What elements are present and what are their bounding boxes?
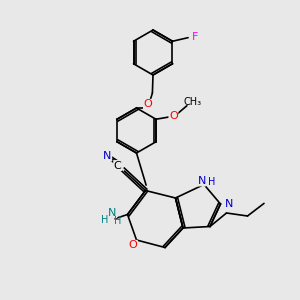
Text: C: C [114,160,122,171]
Text: H: H [101,214,108,225]
Text: O: O [143,99,152,110]
Text: CH₃: CH₃ [183,97,201,107]
Text: O: O [128,240,137,250]
Text: H: H [208,177,216,188]
Text: N: N [197,176,206,186]
Text: N: N [108,208,117,218]
Text: O: O [169,111,178,121]
Text: H: H [114,216,121,226]
Text: N: N [225,199,233,209]
Text: N: N [103,151,112,161]
Text: F: F [191,32,198,42]
